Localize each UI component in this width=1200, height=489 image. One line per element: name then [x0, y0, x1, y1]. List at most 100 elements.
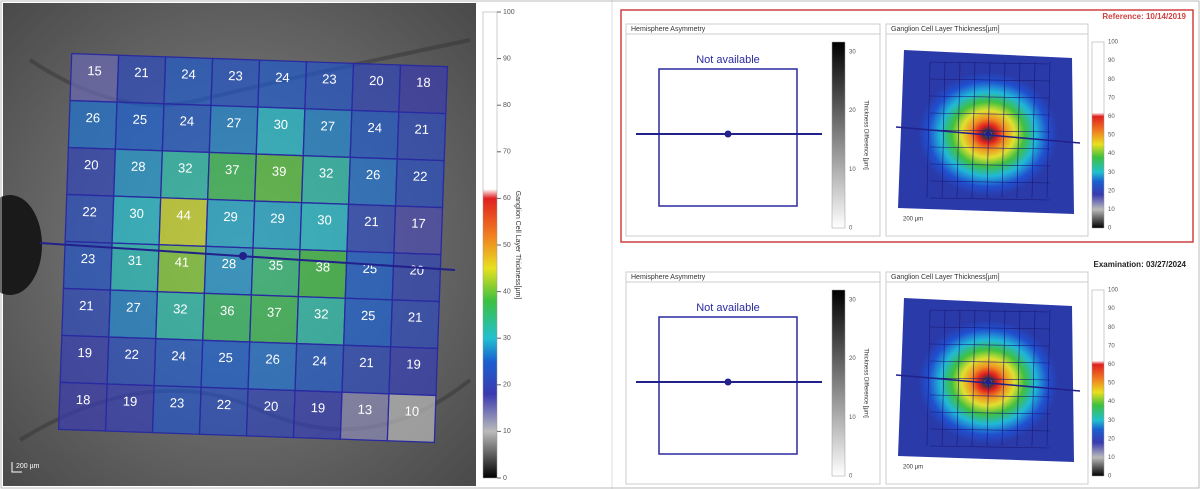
cell-value: 24 — [181, 66, 196, 81]
panel-title: Reference: 10/14/2019 — [1102, 12, 1186, 21]
map-grid — [1016, 61, 1021, 199]
map-grid — [929, 360, 1051, 364]
reference-frame — [620, 9, 1194, 243]
tick-label: 10 — [1108, 455, 1115, 461]
tick-label: 30 — [1108, 170, 1115, 176]
map-grid — [956, 309, 961, 447]
tick-label: 50 — [1108, 381, 1115, 387]
tick-label: 80 — [503, 102, 511, 109]
tick-label: 50 — [503, 242, 511, 249]
cell-value: 22 — [124, 347, 139, 362]
cell-value: 27 — [226, 115, 241, 130]
colorbar — [1091, 41, 1105, 229]
tick-label: 70 — [1108, 343, 1115, 349]
cell-value: 26 — [366, 167, 381, 182]
cell-value: 10 — [404, 403, 419, 418]
tick-label: 10 — [1108, 207, 1115, 213]
tick-label: 100 — [1108, 40, 1119, 46]
tick-label: 20 — [1108, 436, 1115, 442]
cell-value: 24 — [367, 120, 382, 135]
cell-value: 26 — [85, 110, 100, 125]
subpanel-title: Hemisphere Asymmetry — [631, 274, 706, 281]
cell-value: 32 — [314, 306, 329, 321]
map-grid — [929, 428, 1051, 432]
tick-label: 40 — [503, 288, 511, 295]
cell-value: 21 — [79, 298, 94, 313]
cell-value: 25 — [361, 308, 376, 323]
cell-value: 24 — [171, 348, 186, 363]
tick-label: 30 — [503, 335, 511, 342]
cell-value: 44 — [176, 207, 191, 222]
cell-value: 17 — [411, 215, 426, 230]
tick-label: 80 — [1108, 77, 1115, 83]
cell-value: 24 — [179, 113, 194, 128]
map-grid — [1046, 61, 1051, 199]
tick-label: 60 — [1108, 362, 1115, 368]
cell-value: 23 — [322, 71, 337, 86]
colorbar-label: Thickness Difference [µm] — [862, 100, 868, 170]
cell-value: 31 — [128, 253, 143, 268]
map-grid — [1001, 61, 1006, 199]
tick-label: 10 — [849, 167, 856, 173]
cell-value: 20 — [369, 73, 384, 88]
map-grid — [986, 309, 991, 447]
map-grid — [1031, 309, 1036, 447]
map-grid — [929, 394, 1051, 398]
tick-label: 60 — [503, 195, 511, 202]
tick-label: 40 — [1108, 399, 1115, 405]
tick-label: 0 — [1108, 474, 1112, 480]
cell-value: 29 — [223, 209, 238, 224]
tick-label: 30 — [849, 50, 856, 56]
thickness-grid: 15 21 24 23 24 23 20 18 26 25 24 27 30 27 24 21 20 28 32 37… — [57, 52, 449, 444]
tick-label: 100 — [1108, 288, 1119, 294]
cell-value: 41 — [174, 254, 189, 269]
map-grid — [929, 129, 1051, 133]
optic-disc — [0, 195, 42, 295]
map-grid — [1016, 309, 1021, 447]
tick-label: 0 — [1108, 226, 1112, 232]
cell-value: 26 — [265, 351, 280, 366]
map-grid — [929, 343, 1051, 347]
cell-value: 23 — [228, 68, 243, 83]
cell-value: 28 — [131, 159, 146, 174]
map-grid — [929, 163, 1051, 167]
map-grid — [1031, 61, 1036, 199]
cell-value: 22 — [413, 168, 428, 183]
colorbar — [831, 289, 846, 477]
cell-value: 13 — [357, 402, 372, 417]
status-message: Not available — [696, 54, 760, 66]
map-grid — [971, 309, 976, 447]
map-grid — [956, 61, 961, 199]
scale-label: 200 µm — [903, 217, 923, 223]
cell-value: 21 — [134, 65, 149, 80]
cell-value: 39 — [272, 164, 287, 179]
cell-value: 23 — [81, 251, 96, 266]
cell-value: 25 — [218, 350, 233, 365]
map-grid — [929, 326, 1051, 330]
map-grid — [929, 197, 1051, 201]
tick-label: 40 — [1108, 151, 1115, 157]
cell-value: 37 — [225, 162, 240, 177]
subpanel-title: Ganglion Cell Layer Thickness[µm] — [891, 274, 1000, 281]
cell-value: 19 — [406, 356, 421, 371]
map-grid — [929, 95, 1051, 99]
cell-value: 21 — [364, 214, 379, 229]
tick-label: 70 — [503, 149, 511, 156]
cell-value: 27 — [320, 118, 335, 133]
tick-label: 90 — [1108, 58, 1115, 64]
cell-value: 29 — [270, 211, 285, 226]
cell-value: 35 — [268, 257, 283, 272]
tick-label: 20 — [503, 382, 511, 389]
map-grid — [929, 112, 1051, 116]
cell-value: 18 — [76, 392, 91, 407]
cell-value: 30 — [273, 117, 288, 132]
cell-value: 27 — [126, 300, 141, 315]
cell-value: 38 — [315, 259, 330, 274]
center-marker — [724, 378, 732, 386]
map-grid — [1001, 309, 1006, 447]
tick-label: 60 — [1108, 114, 1115, 120]
panel-title: Examination: 03/27/2024 — [1094, 260, 1187, 269]
tick-label: 80 — [1108, 325, 1115, 331]
scale-label: 200 µm — [903, 465, 923, 471]
